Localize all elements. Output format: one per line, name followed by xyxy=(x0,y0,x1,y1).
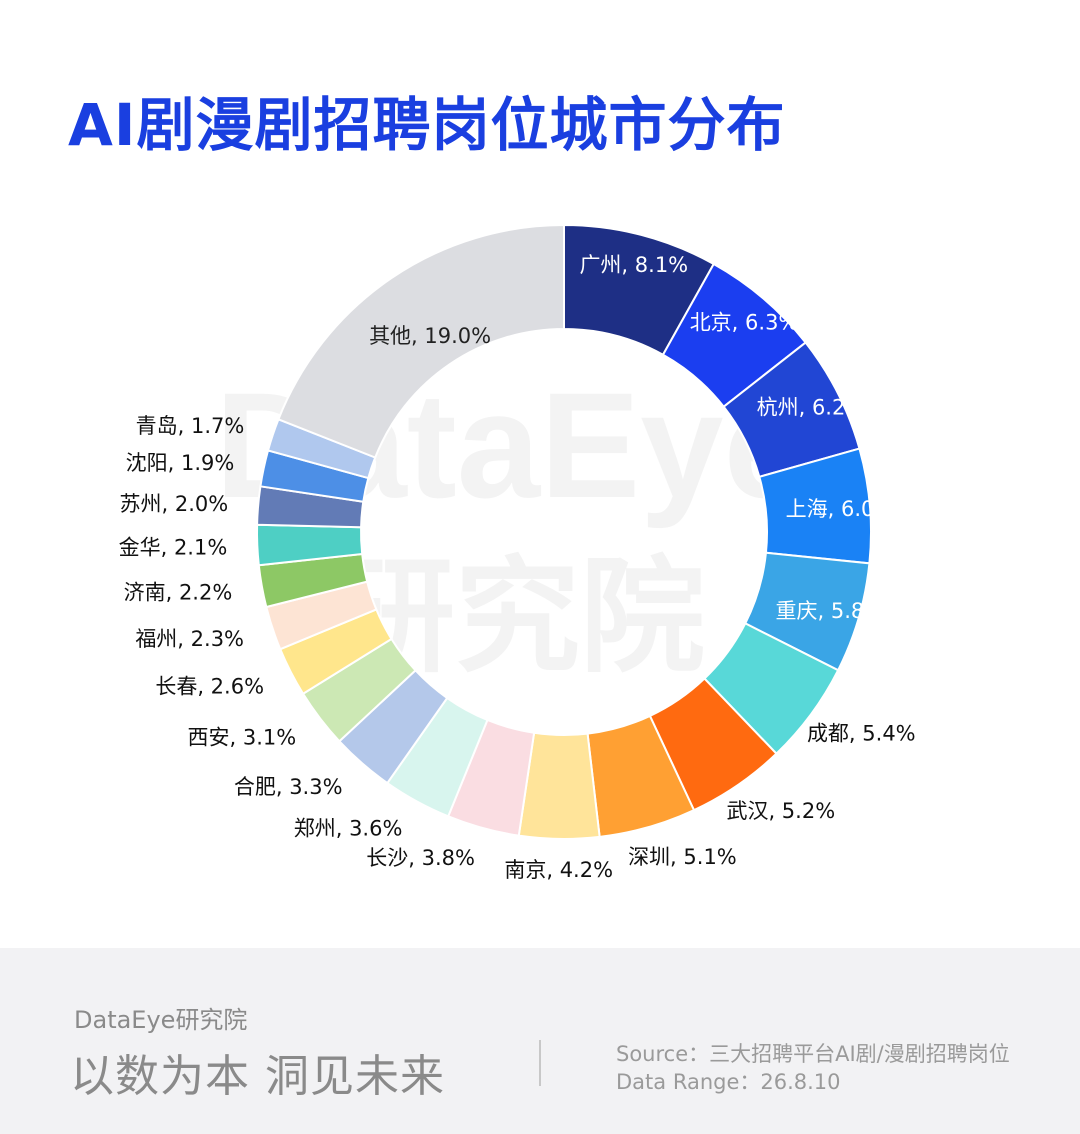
slice-label-7: 深圳, 5.1% xyxy=(628,845,737,869)
footer-source-block: Source：三大招聘平台AI剧/漫剧招聘岗位 Data Range：26.8.… xyxy=(616,1040,1010,1096)
donut-chart: DataEye 研究院 广州, 8.1% 北京, 6.3% 杭州, 6.2% 上海, … xyxy=(119,223,916,882)
chart-title: AI剧漫剧招聘岗位城市分布 xyxy=(68,91,786,159)
footer-divider xyxy=(539,1040,541,1086)
slice-label-0: 广州, 8.1% xyxy=(579,253,688,277)
slice-label-13: 长春, 2.6% xyxy=(155,675,264,699)
slice-label-8: 南京, 4.2% xyxy=(504,858,613,882)
slice-label-2: 杭州, 6.2% xyxy=(757,396,866,420)
footer-brand: DataEye研究院 xyxy=(74,1006,248,1034)
slice-label-18: 沈阳, 1.9% xyxy=(126,451,235,475)
slice-label-5: 成都, 5.4% xyxy=(807,721,916,745)
slice-label-1: 北京, 6.3% xyxy=(690,310,799,334)
slice-label-17: 苏州, 2.0% xyxy=(120,492,229,516)
slice-label-10: 郑州, 3.6% xyxy=(294,817,403,841)
slice-label-11: 合肥, 3.3% xyxy=(234,775,343,799)
slice-label-12: 西安, 3.1% xyxy=(188,726,297,750)
donut-slice-20 xyxy=(277,223,565,459)
footer-data-range: Data Range：26.8.10 xyxy=(616,1070,841,1094)
slice-label-16: 金华, 2.1% xyxy=(119,535,228,559)
footer-slogan: 以数为本 洞见未来 xyxy=(70,1051,445,1102)
slice-label-3: 上海, 6.0% xyxy=(786,497,895,521)
donut-svg: 广州, 8.1% 北京, 6.3% 杭州, 6.2% 上海, 6.0% 重庆, 5.8%… xyxy=(119,223,916,882)
slice-label-4: 重庆, 5.8% xyxy=(776,599,885,623)
slice-label-19: 青岛, 1.7% xyxy=(136,414,245,438)
footer-source: Source：三大招聘平台AI剧/漫剧招聘岗位 xyxy=(616,1042,1010,1066)
slice-label-9: 长沙, 3.8% xyxy=(366,846,475,870)
slice-label-15: 济南, 2.2% xyxy=(124,581,233,605)
slice-label-6: 武汉, 5.2% xyxy=(726,799,835,823)
slice-label-14: 福州, 2.3% xyxy=(135,627,244,651)
slice-label-20: 其他, 19.0% xyxy=(369,324,491,348)
